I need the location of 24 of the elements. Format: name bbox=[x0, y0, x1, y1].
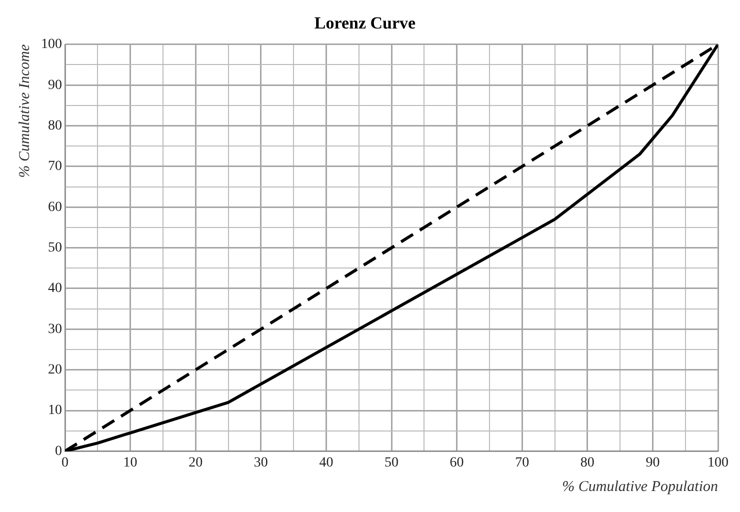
y-tick-label: 70 bbox=[48, 159, 62, 174]
x-tick-label: 60 bbox=[450, 455, 464, 470]
x-tick-label: 80 bbox=[580, 455, 594, 470]
y-tick-label: 100 bbox=[41, 37, 62, 52]
y-tick-label: 60 bbox=[48, 200, 62, 215]
x-tick-label: 10 bbox=[123, 455, 138, 470]
y-axis-title: % Cumulative Income bbox=[16, 44, 33, 178]
y-tick-label: 0 bbox=[55, 444, 62, 459]
x-tick-label: 70 bbox=[515, 455, 530, 470]
y-tick-label: 80 bbox=[48, 118, 62, 134]
y-tick-label: 30 bbox=[48, 322, 62, 337]
y-tick-label: 10 bbox=[48, 403, 62, 418]
x-tick-label: 50 bbox=[384, 455, 398, 470]
y-tick-label: 50 bbox=[48, 240, 62, 256]
x-tick-label: 90 bbox=[646, 455, 660, 470]
x-tick-label: 40 bbox=[319, 455, 334, 470]
x-tick-label: 100 bbox=[708, 455, 728, 470]
y-tick-label: 40 bbox=[48, 281, 62, 296]
x-tick-label: 30 bbox=[254, 455, 268, 470]
chart-title: Lorenz Curve bbox=[314, 14, 416, 33]
y-tick-label: 90 bbox=[48, 78, 62, 93]
y-tick-label: 20 bbox=[48, 362, 62, 378]
x-tick-label: 20 bbox=[188, 455, 203, 470]
x-axis-title: % Cumulative Population bbox=[562, 478, 718, 495]
